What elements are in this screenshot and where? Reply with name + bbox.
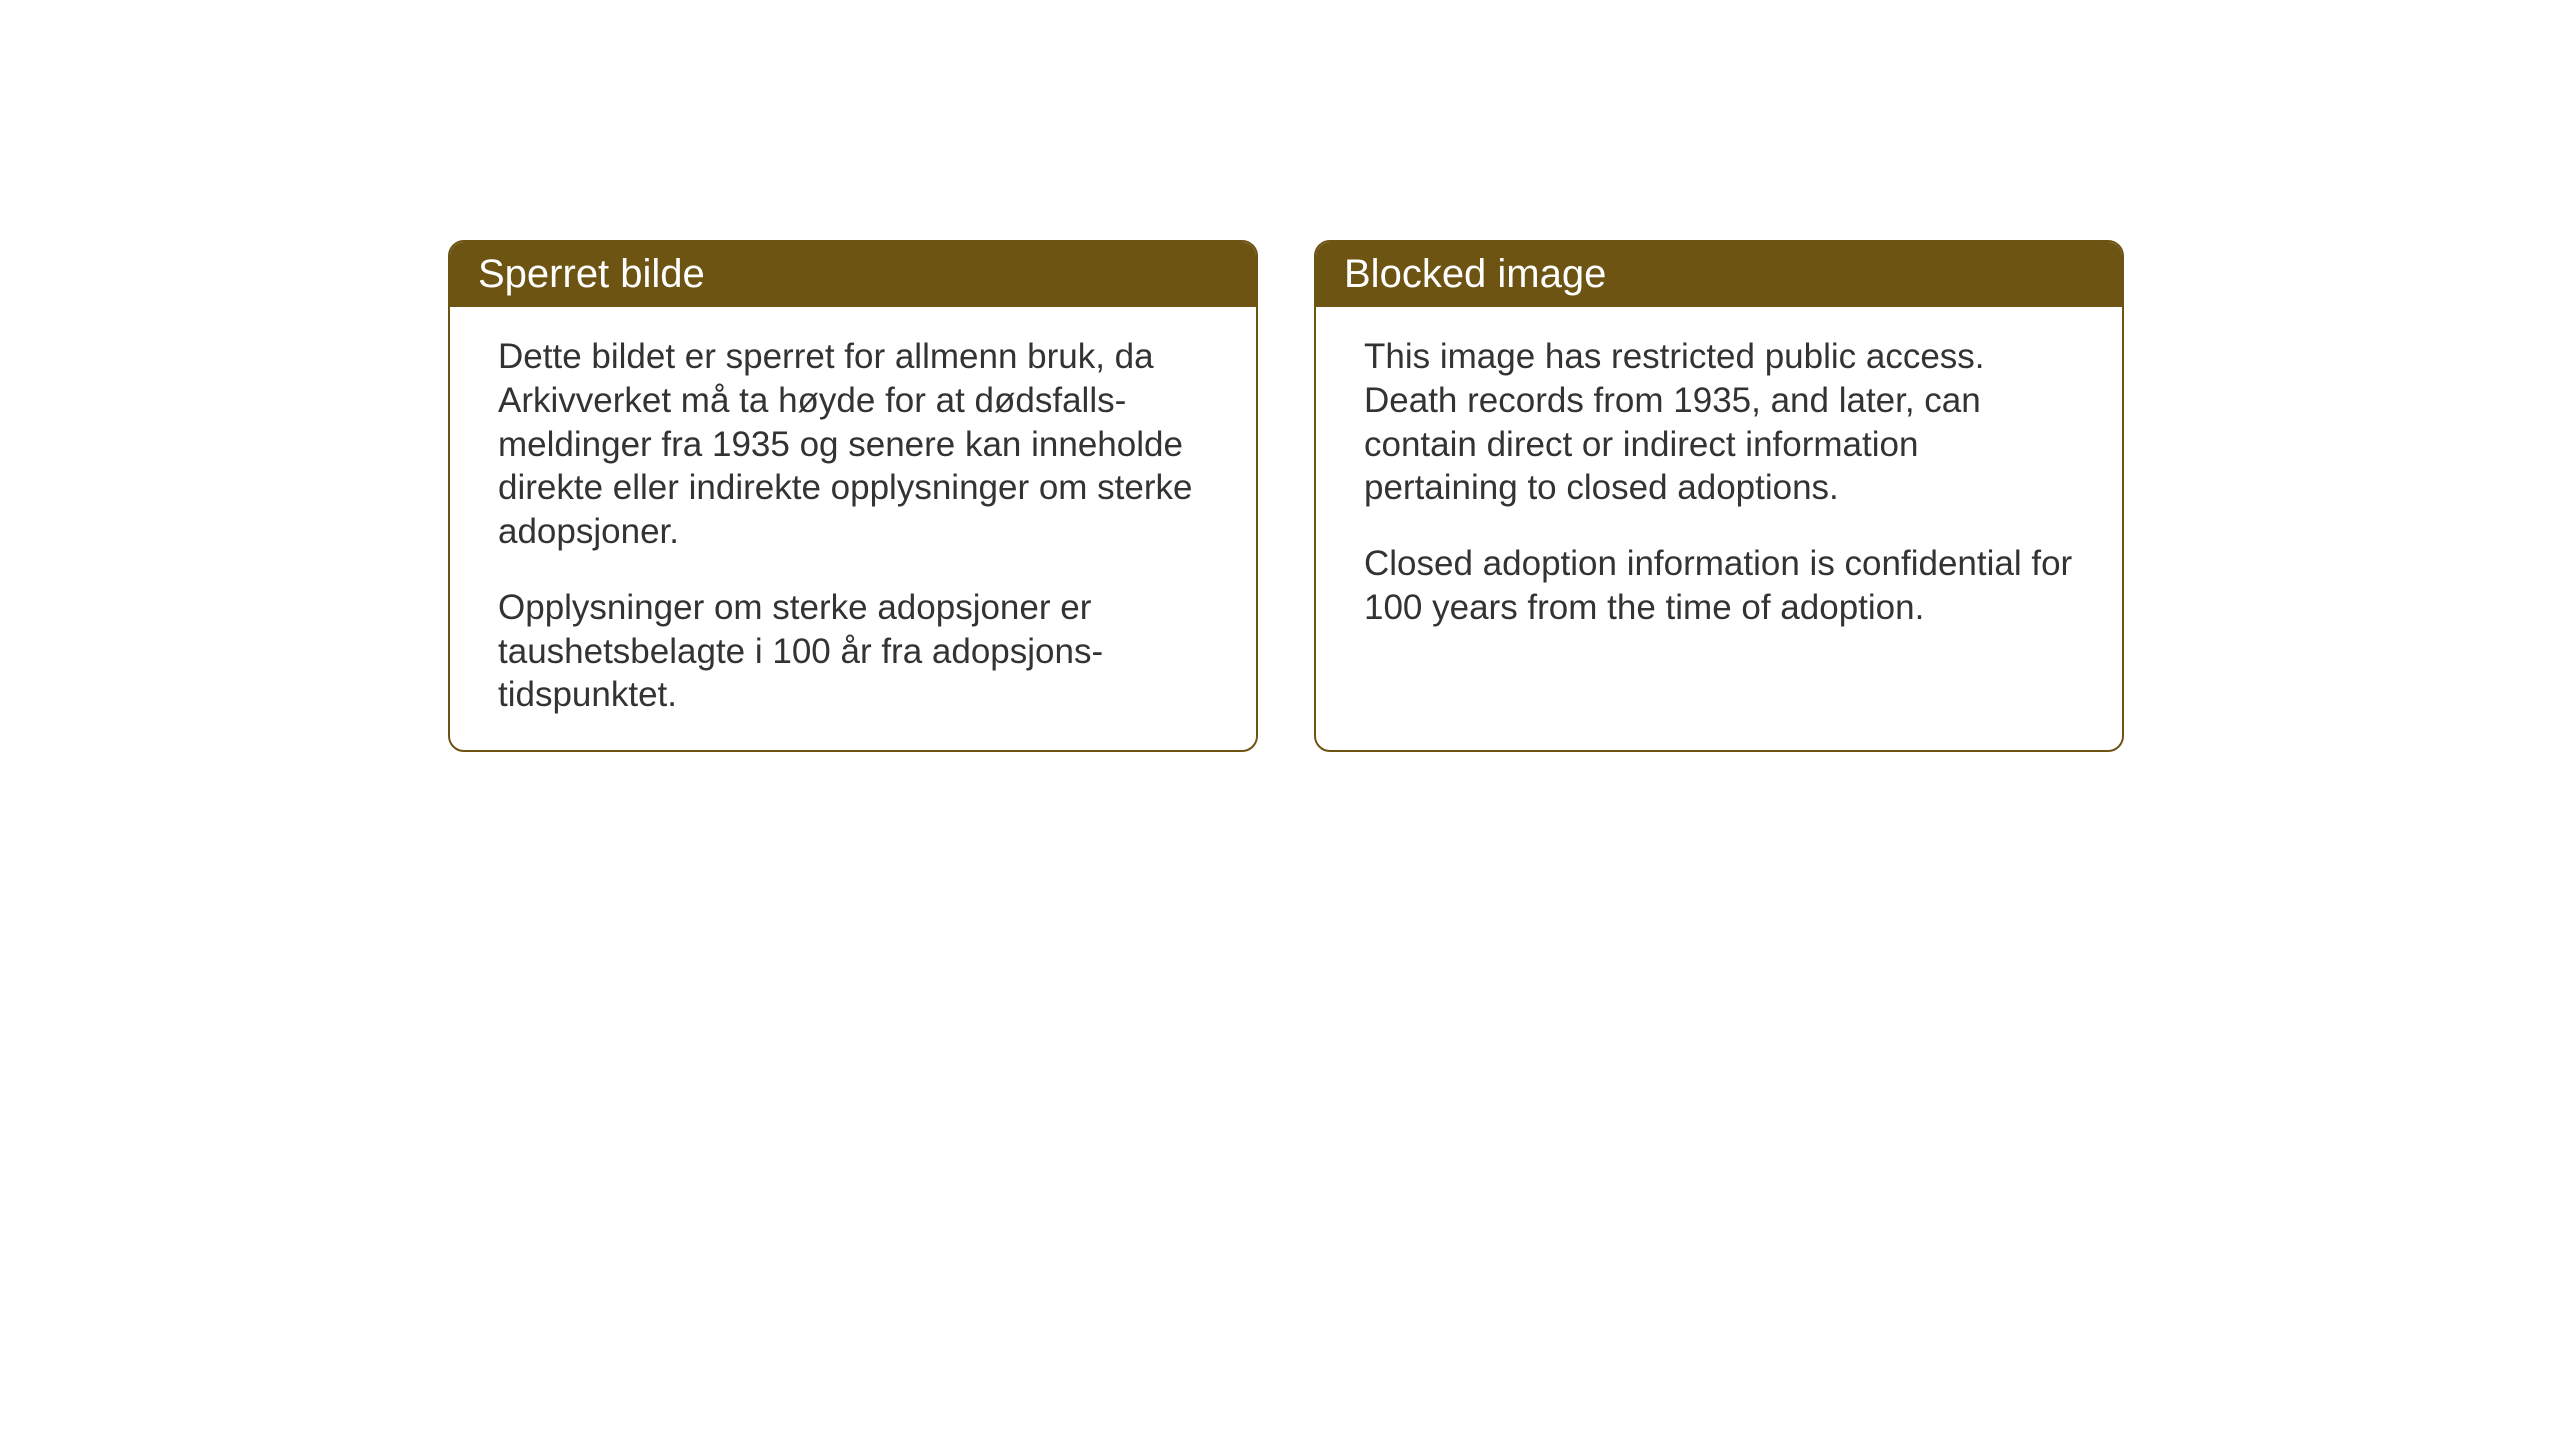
notice-container: Sperret bilde Dette bildet er sperret fo… xyxy=(448,240,2124,752)
notice-header-english: Blocked image xyxy=(1316,242,2122,307)
notice-body-english: This image has restricted public access.… xyxy=(1316,307,2122,670)
notice-body-norwegian: Dette bildet er sperret for allmenn bruk… xyxy=(450,307,1256,752)
notice-header-norwegian: Sperret bilde xyxy=(450,242,1256,307)
notice-title: Blocked image xyxy=(1344,252,1606,296)
notice-paragraph: Closed adoption information is confident… xyxy=(1364,542,2074,630)
notice-card-norwegian: Sperret bilde Dette bildet er sperret fo… xyxy=(448,240,1258,752)
notice-card-english: Blocked image This image has restricted … xyxy=(1314,240,2124,752)
notice-paragraph: Opplysninger om sterke adopsjoner er tau… xyxy=(498,586,1208,717)
notice-title: Sperret bilde xyxy=(478,252,705,296)
notice-paragraph: This image has restricted public access.… xyxy=(1364,335,2074,510)
notice-paragraph: Dette bildet er sperret for allmenn bruk… xyxy=(498,335,1208,554)
